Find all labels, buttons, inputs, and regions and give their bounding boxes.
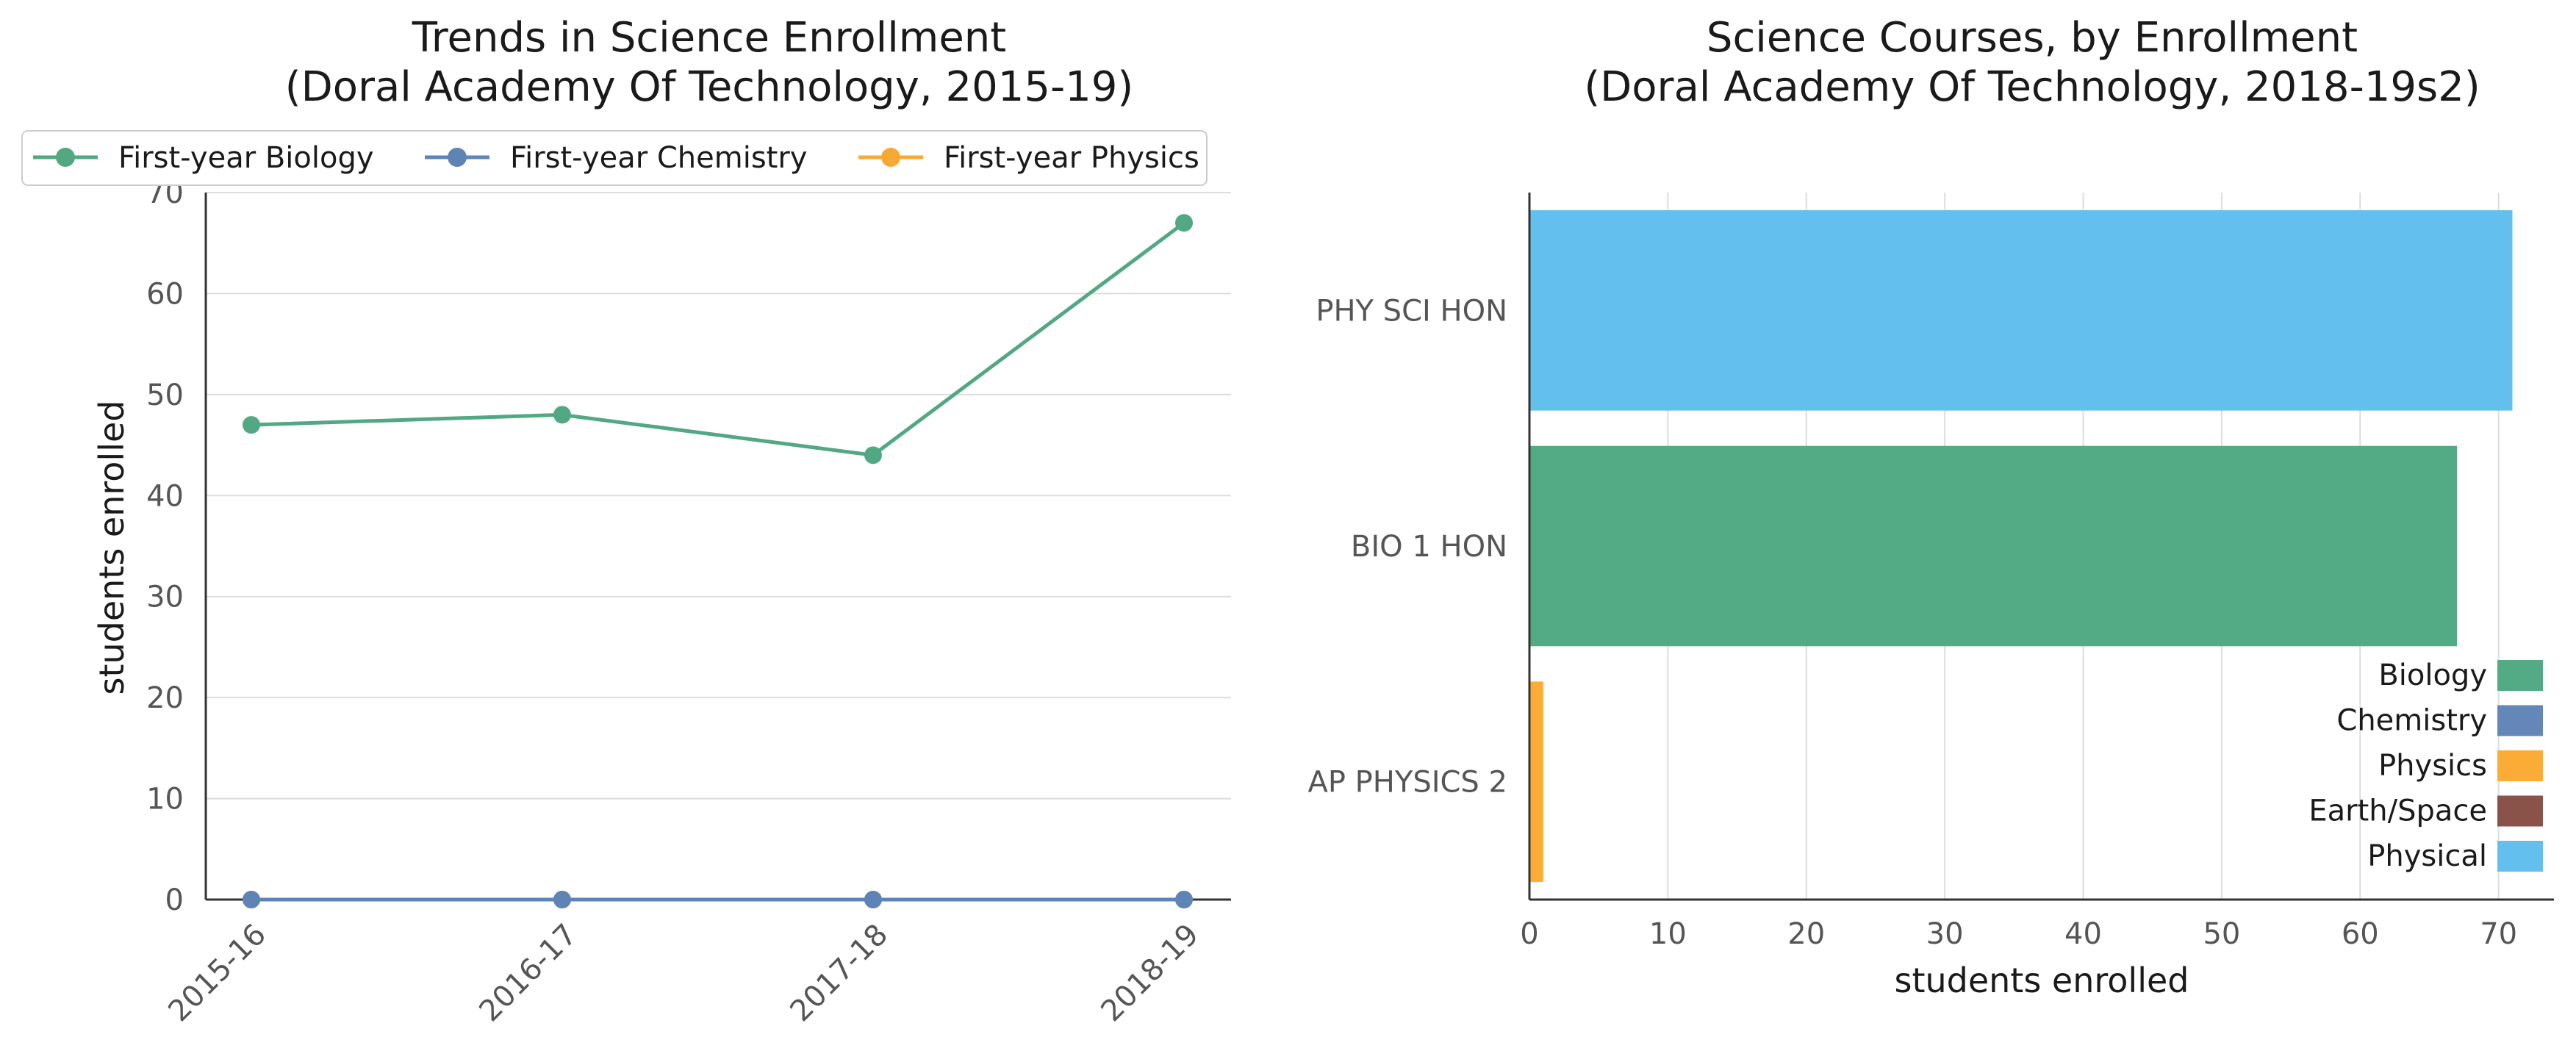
legend-entry: Biology (2378, 659, 2543, 692)
legend-entry: Physical (2367, 839, 2543, 873)
series-first-year-chemistry (243, 891, 1193, 908)
data-point (1175, 214, 1193, 232)
x-tick-label: 40 (2064, 917, 2102, 951)
y-tick-label: 30 (146, 581, 184, 614)
x-tick-label: 60 (2342, 917, 2379, 951)
legend-entry: Chemistry (2336, 704, 2543, 738)
y-tick-label: 0 (165, 883, 184, 917)
data-point (864, 891, 882, 908)
legend-swatch (2497, 660, 2543, 691)
x-tick-label: 2017-18 (783, 918, 894, 1029)
legend-label: Chemistry (2336, 704, 2487, 738)
line-chart-title: Trends in Science Enrollment (412, 14, 1006, 62)
line-chart: Trends in Science Enrollment (Doral Acad… (21, 14, 1231, 1029)
line-chart-series (243, 214, 1193, 908)
data-point (553, 406, 571, 424)
bar-chart-bars (1529, 210, 2513, 882)
bar-chart-x-ticks: 0 10 20 30 40 50 60 70 (1520, 917, 2517, 951)
legend-swatch (2497, 705, 2543, 736)
legend-entry: Physics (2378, 749, 2543, 783)
legend-entry: Earth/Space (2308, 794, 2543, 828)
x-tick-label: 70 (2480, 917, 2517, 951)
series-first-year-biology (243, 214, 1193, 464)
legend-entry: First-year Chemistry (425, 141, 807, 175)
line-chart-subtitle: (Doral Academy Of Technology, 2015-19) (285, 63, 1134, 111)
legend-swatch (2497, 795, 2543, 827)
legend-entry: First-year Physics (858, 141, 1199, 175)
y-tick-label: 50 (146, 378, 184, 412)
legend-marker (56, 148, 75, 167)
x-tick-label: 2016-17 (473, 918, 584, 1029)
bar-chart-category-labels: PHY SCI HON BIO 1 HON AP PHYSICS 2 (1307, 294, 1507, 799)
legend-label: First-year Chemistry (510, 141, 807, 175)
x-tick-label: 2018-19 (1094, 918, 1205, 1029)
legend-label: Physics (2378, 749, 2487, 783)
x-tick-label: 0 (1520, 917, 1538, 951)
data-point (243, 891, 260, 908)
y-tick-label: 20 (146, 681, 184, 715)
category-label: AP PHYSICS 2 (1307, 766, 1507, 800)
bar-chart-legend: Biology Chemistry Physics Earth/Space Physic… (2308, 659, 2543, 873)
data-point (553, 891, 571, 908)
legend-entry: First-year Biology (33, 141, 374, 175)
y-tick-label: 40 (146, 479, 184, 513)
legend-label: First-year Physics (944, 141, 1199, 175)
data-point (243, 416, 260, 434)
bar-chart: Science Courses, by Enrollment (Doral Ac… (1307, 14, 2554, 1000)
legend-swatch (2497, 750, 2543, 781)
y-tick-label: 60 (146, 277, 184, 311)
legend-label: Earth/Space (2308, 794, 2487, 828)
y-tick-label: 10 (146, 783, 184, 817)
x-tick-label: 30 (1926, 917, 1964, 951)
bar-chart-title: Science Courses, by Enrollment (1707, 14, 2358, 62)
legend-label: Physical (2367, 839, 2487, 873)
bar-chart-subtitle: (Doral Academy Of Technology, 2018-19s2) (1584, 63, 2480, 111)
x-tick-label: 50 (2203, 917, 2240, 951)
bar-chart-x-label: students enrolled (1895, 961, 2189, 1000)
data-point (864, 446, 882, 464)
legend-label: Biology (2378, 659, 2487, 692)
bar-phy-sci-hon (1529, 210, 2513, 411)
data-point (1175, 891, 1193, 908)
bar-ap-physics-2 (1529, 681, 1543, 882)
x-tick-label: 2015-16 (162, 918, 273, 1029)
bar-bio-1-hon (1529, 445, 2458, 647)
line-chart-gridlines (206, 192, 1231, 800)
x-tick-label: 10 (1649, 917, 1687, 951)
line-chart-y-label: students enrolled (92, 401, 132, 695)
legend-marker (448, 148, 467, 167)
legend-swatch (2497, 841, 2543, 872)
x-tick-label: 20 (1787, 917, 1825, 951)
legend-marker (881, 148, 900, 167)
legend-label: First-year Biology (118, 141, 374, 175)
line-chart-legend: First-year Biology First-year Chemistry Fi… (21, 130, 1208, 186)
line-chart-x-ticks: 2015-16 2016-17 2017-18 2018-19 (162, 918, 1205, 1029)
category-label: BIO 1 HON (1351, 530, 1507, 564)
line-legend-frame (21, 130, 1208, 186)
series-line (251, 221, 1185, 457)
category-label: PHY SCI HON (1316, 294, 1507, 328)
